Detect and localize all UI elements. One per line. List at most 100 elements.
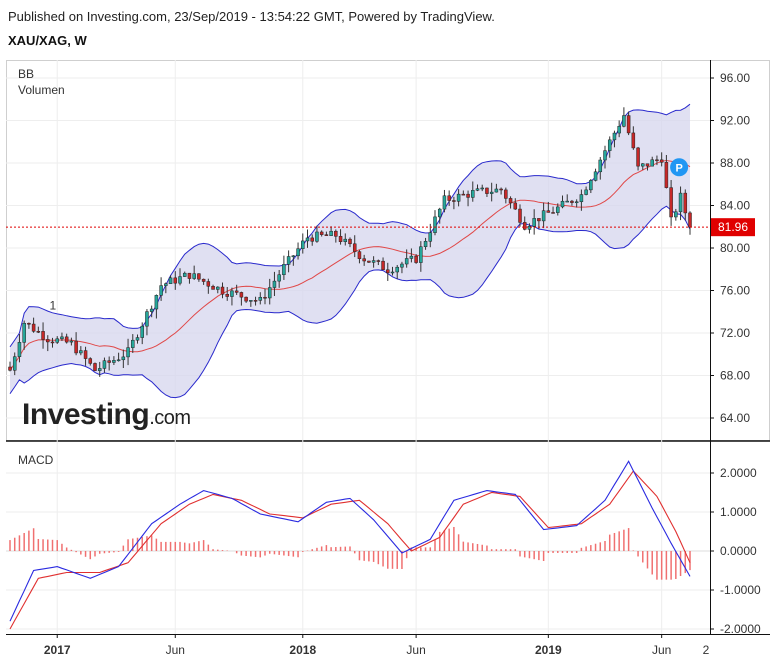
candle <box>154 294 159 319</box>
price-tick-label: 92.00 <box>720 114 750 128</box>
candle <box>220 282 225 299</box>
candle-body <box>395 266 399 273</box>
candle-body <box>560 200 565 208</box>
candle-body <box>522 222 527 230</box>
candle-body <box>234 290 239 293</box>
annotation-1: 1 <box>50 299 57 313</box>
candle <box>381 257 385 271</box>
candle <box>645 163 650 171</box>
macd-line <box>9 460 691 622</box>
candle <box>282 255 286 280</box>
candle-body <box>197 273 201 280</box>
candle-body <box>310 237 314 242</box>
candle <box>107 356 111 371</box>
p-marker-icon[interactable] <box>670 158 689 177</box>
candle <box>475 184 480 192</box>
candle <box>371 256 376 268</box>
candle <box>461 190 466 196</box>
candle-body <box>296 248 300 257</box>
price-tick-label: 96.00 <box>720 71 750 85</box>
candle <box>244 296 248 303</box>
macd-series[interactable] <box>6 460 710 630</box>
investing-logo: Investing.com <box>22 398 191 431</box>
candle-body <box>164 283 168 286</box>
candle-body <box>352 243 357 252</box>
candle <box>12 352 17 376</box>
candle <box>664 154 669 189</box>
candlestick-series[interactable] <box>8 107 692 377</box>
price-tick-label: 76.00 <box>720 284 750 298</box>
candle-body <box>36 331 41 333</box>
candle-body <box>145 311 149 327</box>
candle <box>286 250 291 273</box>
time-tick-label: Jun <box>406 643 425 657</box>
candle-body <box>437 208 442 218</box>
candle <box>140 322 144 345</box>
candle-body <box>371 260 376 263</box>
candle <box>584 186 588 196</box>
candle <box>277 269 281 288</box>
candle <box>27 322 31 329</box>
candle <box>74 332 78 356</box>
candle-body <box>74 340 78 354</box>
candle <box>607 136 612 158</box>
candle-body <box>31 323 36 332</box>
candle-body <box>452 200 456 202</box>
candle <box>149 305 154 318</box>
candle <box>447 190 451 206</box>
macd-legend: MACD <box>18 453 54 467</box>
candle-body <box>60 336 64 340</box>
candle <box>489 182 494 202</box>
bollinger-bands <box>9 103 691 399</box>
lower-band-line <box>9 205 691 399</box>
candle-body <box>584 189 588 195</box>
candle <box>343 233 348 246</box>
candle-body <box>249 300 253 302</box>
candle <box>296 242 300 260</box>
candle-body <box>116 359 121 362</box>
candle-body <box>17 342 22 357</box>
candle <box>305 229 310 248</box>
upper-band-line <box>9 103 691 348</box>
candle <box>253 296 258 306</box>
candle-body <box>475 188 480 191</box>
candle <box>88 357 93 366</box>
candle-body <box>69 340 74 343</box>
candle <box>60 332 64 342</box>
candle-body <box>428 232 433 242</box>
candle <box>357 250 362 264</box>
candle-body <box>149 308 154 312</box>
candle <box>36 326 41 334</box>
candle-body <box>102 360 107 369</box>
candle <box>225 287 229 301</box>
candle <box>197 273 201 282</box>
macd-tick-label: 1.0000 <box>720 505 757 519</box>
candle <box>480 184 484 192</box>
candle-body <box>79 350 83 354</box>
candle-body <box>277 274 281 282</box>
candle-body <box>135 337 140 341</box>
candle <box>669 180 673 226</box>
candle <box>683 189 688 221</box>
candle <box>178 268 182 286</box>
candle <box>348 237 352 248</box>
candle <box>216 286 220 294</box>
candle-body <box>546 210 551 213</box>
time-tick-label: 2018 <box>289 643 316 657</box>
candle <box>688 211 692 235</box>
candle <box>50 337 55 348</box>
candle-body <box>471 190 475 198</box>
candle-body <box>513 202 518 210</box>
last-price-tag <box>711 218 755 237</box>
candle-body <box>499 188 503 191</box>
time-tick-label: Jun <box>166 643 185 657</box>
candle-body <box>8 366 12 371</box>
candle-body <box>381 260 385 271</box>
candle-body <box>272 280 277 288</box>
candle <box>315 225 319 243</box>
candle-body <box>97 368 102 371</box>
candle-body <box>645 163 650 167</box>
candle <box>22 320 26 350</box>
candle <box>499 187 503 195</box>
